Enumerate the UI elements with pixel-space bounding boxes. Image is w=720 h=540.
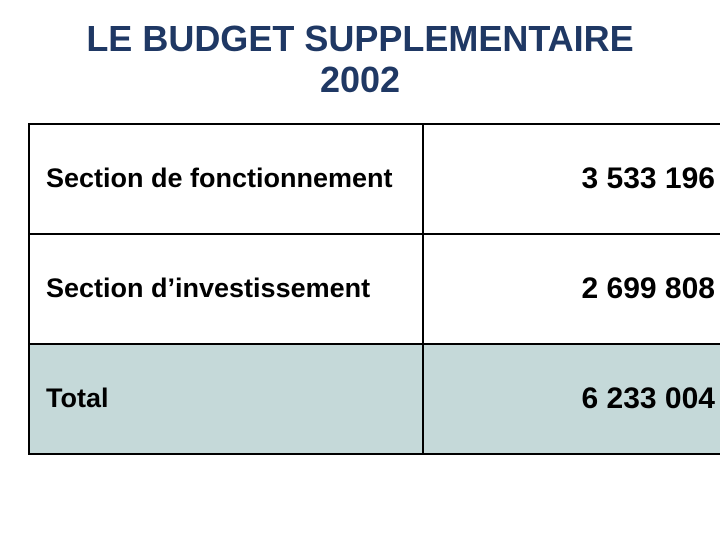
page-title: LE BUDGET SUPPLEMENTAIRE 2002 [28, 18, 692, 101]
title-line-2: 2002 [320, 59, 400, 100]
table-row: Section d’investissement 2 699 808 € [29, 234, 720, 344]
row-label: Section de fonctionnement [29, 124, 423, 234]
slide: LE BUDGET SUPPLEMENTAIRE 2002 Section de… [0, 0, 720, 540]
row-value: 2 699 808 € [423, 234, 720, 344]
row-label: Total [29, 344, 423, 454]
table-row-total: Total 6 233 004 € [29, 344, 720, 454]
row-value: 3 533 196 € [423, 124, 720, 234]
row-label: Section d’investissement [29, 234, 423, 344]
table-row: Section de fonctionnement 3 533 196 € [29, 124, 720, 234]
title-line-1: LE BUDGET SUPPLEMENTAIRE [86, 18, 633, 59]
row-value: 6 233 004 € [423, 344, 720, 454]
budget-table: Section de fonctionnement 3 533 196 € Se… [28, 123, 720, 455]
